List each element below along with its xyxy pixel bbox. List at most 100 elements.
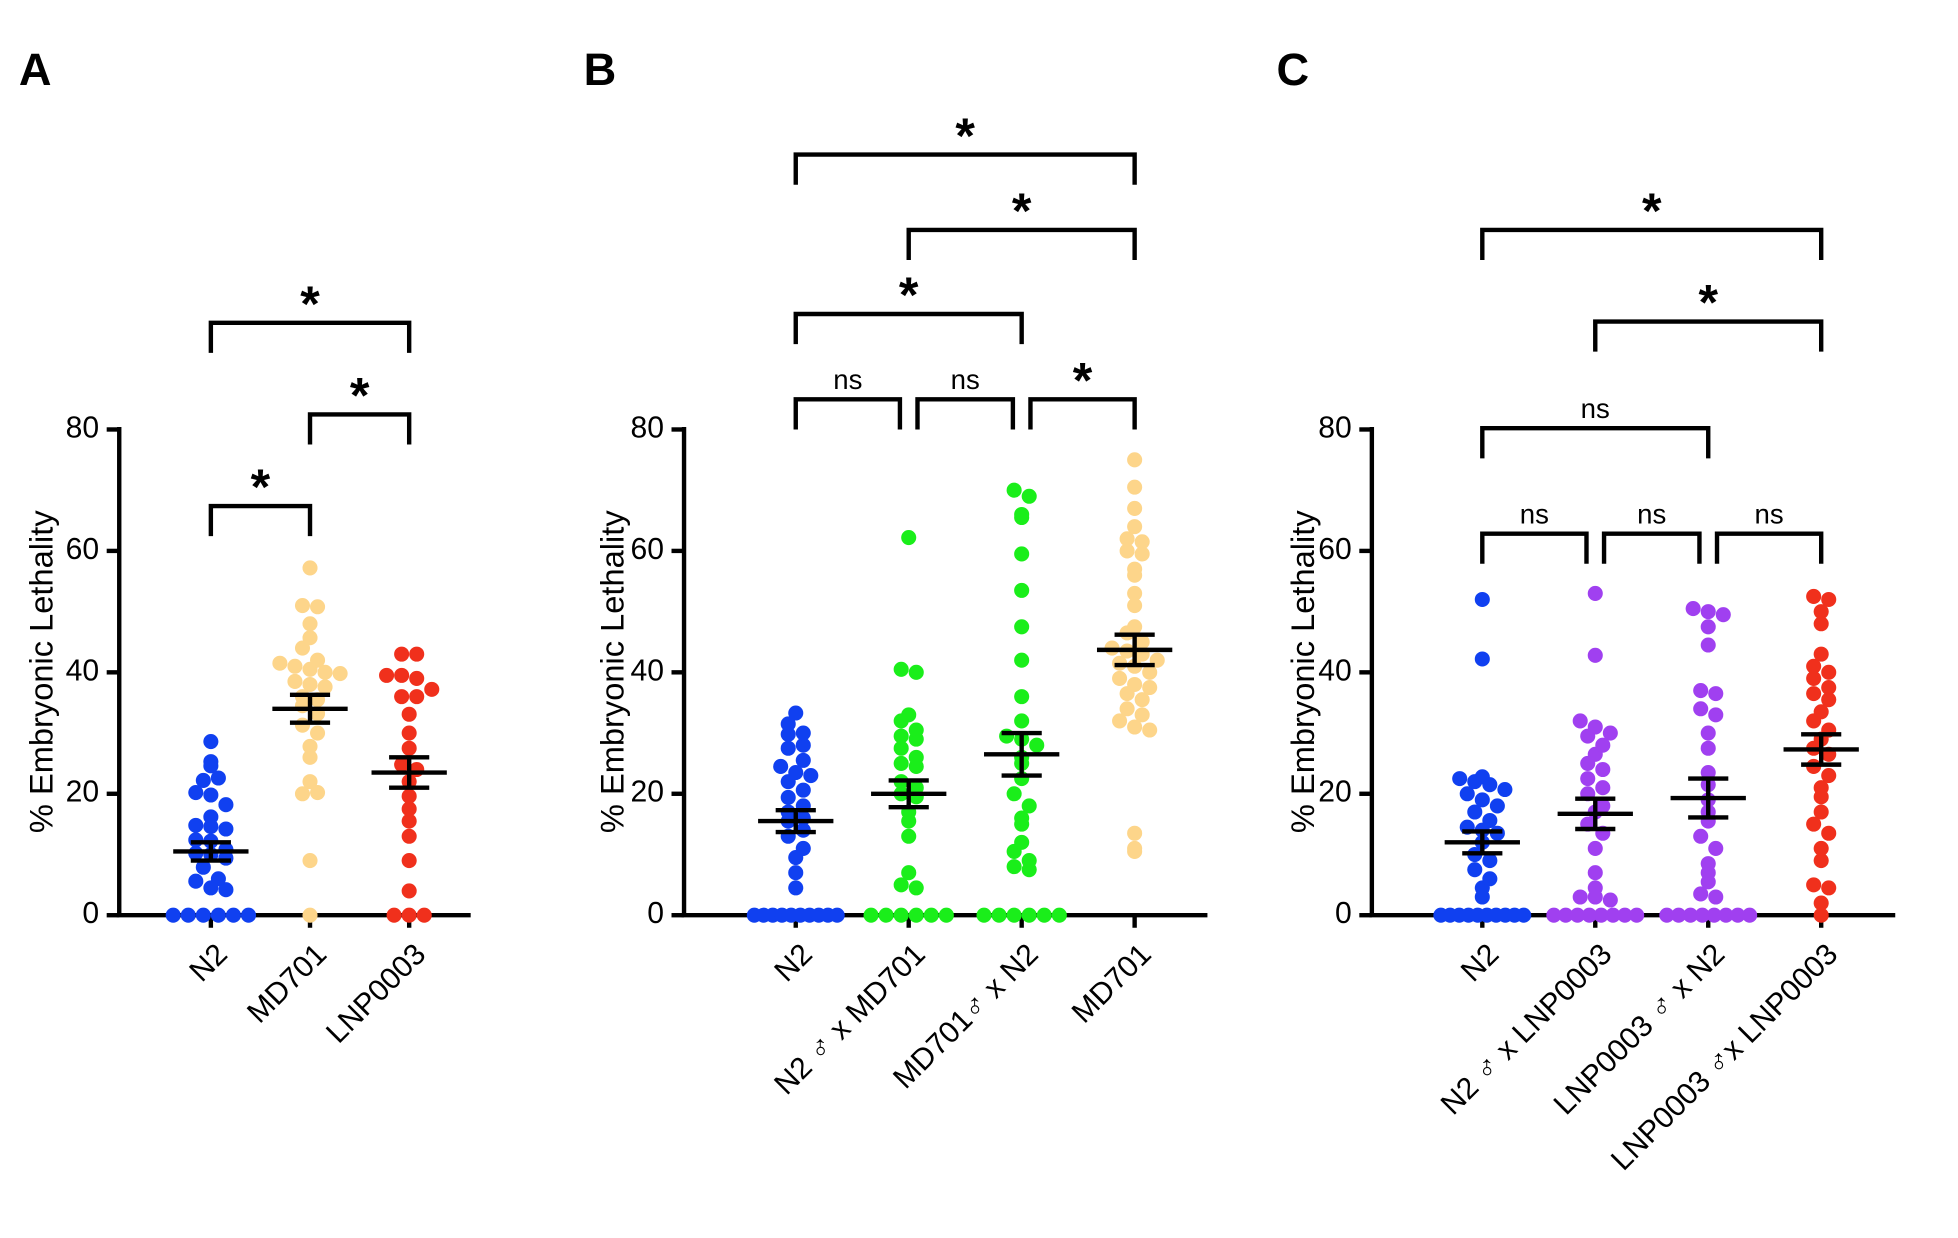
x-tick-label: LNP0003 [320,938,432,1050]
data-point [195,772,211,788]
data-point [1516,907,1532,923]
significance-label: * [1012,183,1032,239]
x-tick-label: N2 [1455,938,1506,989]
data-point [409,646,425,662]
data-point [165,907,181,923]
data-point [1134,546,1150,562]
data-point [795,737,811,753]
data-point [795,782,811,798]
data-point [1127,619,1143,635]
data-point [1629,907,1645,923]
data-point [1700,637,1716,653]
y-tick-label: 80 [66,411,100,444]
data-point [1821,825,1837,841]
data-point [1467,862,1483,878]
data-point [1602,892,1618,908]
data-point [1708,840,1724,856]
y-tick-label: 80 [630,411,664,444]
data-point [1029,737,1045,753]
data-point [1006,859,1022,875]
significance-bracket [1480,227,1824,261]
data-point [991,907,1007,923]
data-point [1694,907,1710,923]
significance-label: * [955,108,975,164]
data-point [203,754,219,770]
data-point [1806,686,1822,702]
data-point [908,722,924,738]
data-point [1813,646,1829,662]
data-point [999,728,1015,744]
data-point [1474,651,1490,667]
data-point [1700,764,1716,781]
data-point [893,740,909,756]
data-point [1595,761,1611,778]
data-point [908,749,924,765]
data-point [302,676,318,693]
data-point [386,907,402,923]
data-point [203,809,219,825]
data-point [1587,585,1603,601]
data-point [1572,713,1588,729]
data-point [1659,907,1675,923]
data-point [210,871,226,887]
data-point [901,530,917,546]
significance-label: * [251,459,271,515]
data-point [1014,713,1030,729]
data-point [1558,907,1574,923]
x-tick-label: N2 [183,938,234,989]
data-point [401,706,417,722]
data-point [1742,907,1758,923]
data-point [780,716,796,732]
data-point [1051,907,1067,923]
data-point [773,758,789,774]
panel-label: B [584,44,617,95]
data-point [294,640,311,656]
data-point [1572,889,1588,905]
data-point [1014,506,1030,523]
data-point [1806,816,1822,832]
data-point [1813,907,1829,923]
data-point [302,774,318,790]
data-point [1821,679,1837,696]
significance-label: ns [1755,498,1784,529]
data-point [908,664,924,680]
data-point [1497,781,1513,798]
data-point [788,764,804,781]
data-point [893,877,909,893]
significance-label: * [1073,353,1093,409]
data-point [901,707,917,723]
y-tick-label: 20 [630,776,664,809]
data-point [210,907,226,923]
data-point [1119,543,1135,559]
data-point [294,717,311,733]
y-tick-label: 0 [1335,897,1352,930]
data-point [1021,798,1037,814]
significance-label: ns [951,364,980,395]
data-point [829,907,845,923]
data-point [195,907,211,923]
data-point [1014,689,1030,705]
data-point [1006,786,1022,802]
significance-bracket [307,412,412,445]
data-point [302,738,318,754]
data-point [1806,670,1822,686]
data-point [394,757,410,773]
data-point [1595,780,1611,796]
data-point [1700,619,1716,635]
data-point [1467,804,1483,820]
significance-label: * [1642,183,1662,239]
data-point [976,907,992,923]
data-point [203,734,219,750]
data-point [1587,840,1603,856]
data-point [1036,907,1052,923]
data-point [1708,707,1724,723]
x-tick-label: MD701 [1066,938,1158,1030]
data-point [893,728,909,744]
data-point [1813,616,1829,632]
data-point [1112,670,1128,686]
data-point [938,907,954,923]
data-point [1693,683,1709,699]
data-point [1127,452,1143,468]
data-point [1587,719,1603,735]
